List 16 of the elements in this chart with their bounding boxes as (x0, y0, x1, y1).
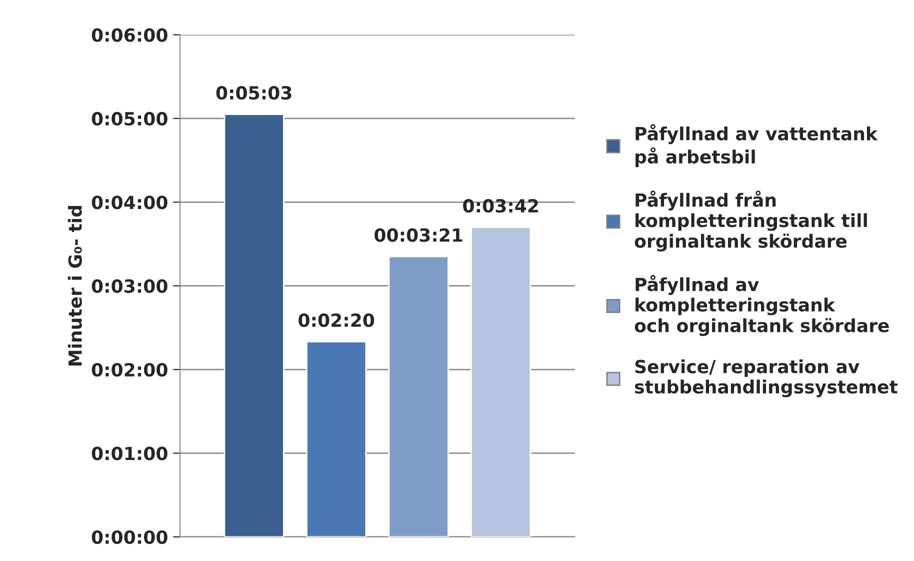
data-label: 00:03:21 (374, 228, 462, 242)
y-tick-label: 0:03:00 (92, 279, 168, 293)
y-tick-label: 0:04:00 (92, 196, 168, 210)
legend-label: Påfyllnad av kompletteringstank och orginaltank skördare (634, 275, 889, 336)
y-tick-label: 0:01:00 (92, 446, 168, 460)
legend-label: Påfyllnad från kompletteringstank till orginaltank skördare (634, 190, 867, 252)
y-axis-title: Minuter i G₀- tid (68, 206, 82, 366)
data-label: 0:03:42 (463, 198, 538, 213)
y-tick-label: 0:06:00 (92, 28, 168, 42)
data-label: 0:05:03 (216, 86, 292, 100)
data-label: 0:02:20 (298, 313, 374, 328)
legend-label: Påfyllnad av vattentank på arbetsbil (636, 124, 878, 168)
legend-label: Service/ reparation av stubbehandlingssystemet (634, 359, 898, 398)
y-tick-label: 0:02:00 (92, 362, 168, 377)
y-tick-label: 0:00:00 (92, 530, 168, 544)
y-tick-label: 0:05:00 (92, 112, 168, 126)
